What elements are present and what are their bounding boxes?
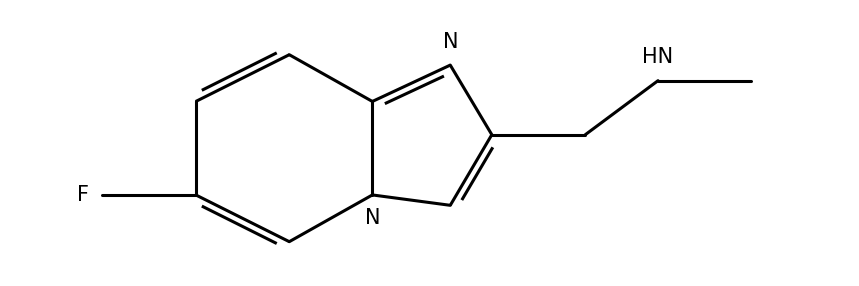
Text: F: F	[76, 185, 88, 205]
Text: N: N	[442, 31, 458, 51]
Text: HN: HN	[643, 47, 673, 67]
Text: N: N	[364, 208, 381, 229]
